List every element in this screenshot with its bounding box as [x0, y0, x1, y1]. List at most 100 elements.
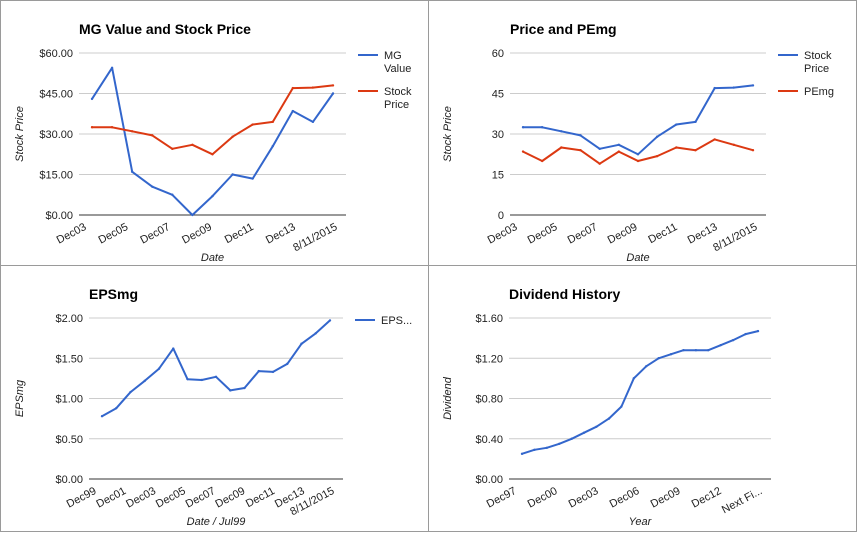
epsmg-chart: EPSmg $0.00 $0.50 $1.00 $1.50 $2.00 Dec99Dec01… [14, 286, 412, 528]
data-point [545, 446, 549, 450]
data-point [570, 437, 573, 440]
y-tick-label: $0.50 [55, 434, 83, 446]
y-tick-label: $1.00 [55, 394, 83, 406]
x-tick-label: Dec09 [606, 221, 640, 247]
data-point [713, 86, 716, 90]
data-point [291, 109, 295, 113]
dividend-history-panel: Dividend History $0.00 $0.40 $0.80 $1.20 $1.6… [428, 265, 857, 532]
x-tick-label: Dec99 [65, 485, 99, 511]
data-point [311, 86, 315, 89]
legend-label: Stock [804, 50, 832, 62]
series-line-0 [101, 319, 331, 418]
x-tick-label: Dec03 [55, 221, 89, 247]
data-point [617, 143, 621, 146]
data-point [200, 378, 203, 382]
data-point [520, 452, 524, 456]
chart-title: EPSmg [89, 286, 138, 302]
data-point [130, 130, 134, 133]
x-tick-label: Dec11 [223, 221, 256, 246]
data-point [645, 365, 648, 368]
data-point [151, 134, 154, 137]
x-tick-label: Dec11 [244, 485, 277, 510]
data-point [579, 134, 582, 137]
data-point [129, 390, 132, 394]
x-tick-label: Dec09 [180, 221, 214, 247]
data-point [560, 146, 563, 149]
data-point [171, 147, 174, 151]
data-point [300, 342, 303, 345]
data-point [314, 332, 317, 335]
y-tick-label: $0.00 [475, 474, 503, 486]
legend-label: Stock [384, 86, 412, 98]
data-point [130, 170, 134, 173]
data-point [115, 406, 118, 410]
x-tick-label: Dec09 [213, 485, 247, 511]
data-point [257, 369, 260, 373]
x-tick-label: Dec12 [690, 485, 724, 511]
y-axis-title: Dividend [442, 376, 454, 420]
x-tick-label: Dec03 [486, 221, 520, 247]
data-point [694, 149, 697, 152]
data-point [110, 66, 114, 70]
data-point [90, 126, 94, 129]
legend-label: Value [384, 63, 411, 75]
x-tick-label: 8/11/2015 [711, 221, 759, 254]
y-axis-title: Stock Price [14, 106, 26, 162]
data-point [271, 370, 275, 374]
y-tick-label: 60 [492, 48, 504, 60]
data-point [657, 357, 660, 360]
y-tick-label: $60.00 [39, 48, 73, 60]
x-tick-label: Dec05 [97, 221, 131, 247]
data-point [151, 185, 154, 188]
x-tick-label: Dec03 [124, 485, 158, 511]
mg-value-stock-price-chart: MG Value and Stock Price $0.00 $15.00 $30.0… [14, 21, 412, 264]
data-point [331, 84, 335, 87]
x-tick-label: 8/11/2015 [291, 221, 339, 254]
data-point [744, 332, 747, 336]
x-tick-label: Dec03 [567, 485, 601, 511]
y-tick-label: 0 [498, 210, 504, 222]
x-tick-label: Dec09 [649, 485, 683, 511]
data-point [598, 147, 601, 151]
chart-title: Dividend History [509, 286, 620, 302]
data-point [143, 379, 146, 382]
y-tick-label: $15.00 [39, 170, 73, 182]
data-point [171, 193, 174, 196]
data-point [598, 162, 601, 165]
x-axis-title: Date / Jul99 [187, 516, 246, 528]
data-point [560, 130, 563, 133]
y-tick-label: $45.00 [39, 89, 73, 101]
data-point [713, 138, 716, 141]
legend-label: PEmg [804, 86, 834, 98]
x-tick-label: Dec07 [138, 221, 172, 247]
x-tick-label: Dec01 [94, 485, 128, 511]
data-point [751, 149, 755, 152]
data-point [655, 154, 659, 158]
data-point [579, 149, 582, 152]
x-tick-label: Dec07 [566, 221, 600, 247]
x-axis-title: Date [626, 252, 649, 264]
x-tick-label: Dec07 [184, 485, 218, 511]
data-point [675, 123, 678, 126]
data-point [607, 417, 611, 420]
data-point [694, 349, 698, 352]
data-point [533, 448, 536, 452]
data-point [540, 126, 544, 129]
data-point [675, 146, 678, 149]
data-point [669, 353, 673, 356]
data-point [632, 377, 635, 380]
data-point [191, 213, 194, 217]
dividend-history-chart: Dividend History $0.00 $0.40 $0.80 $1.20 $1.6… [442, 286, 771, 528]
data-point [186, 377, 189, 381]
x-tick-label: Next Fi... [720, 485, 764, 516]
data-point [731, 338, 735, 342]
y-tick-label: $1.60 [475, 313, 503, 325]
y-tick-label: $1.50 [55, 353, 83, 365]
data-point [229, 389, 232, 392]
legend-label: MG [384, 50, 402, 62]
chart-title: MG Value and Stock Price [79, 21, 251, 37]
data-point [157, 367, 161, 370]
data-point [751, 84, 755, 87]
